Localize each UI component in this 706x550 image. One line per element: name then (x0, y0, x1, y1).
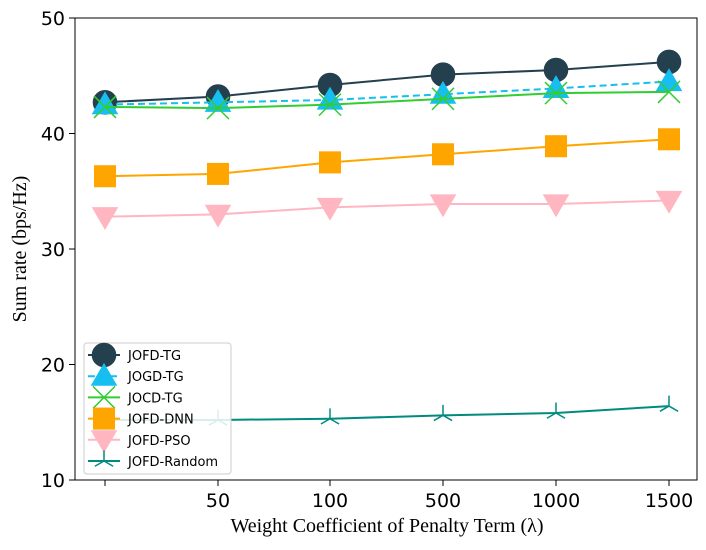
series-jofd-tg (92, 49, 682, 115)
data-point (433, 404, 453, 422)
series-jofd-dnn (93, 128, 681, 188)
legend-marker (92, 407, 116, 430)
x-axis: 50 100 500 1000 1500 (104, 480, 693, 512)
data-point (93, 165, 117, 188)
y-tick-label: 20 (41, 355, 65, 377)
y-axis: 10 20 30 40 50 (41, 8, 75, 492)
y-axis-title: Sum rate (bps/Hz) (9, 176, 31, 323)
legend-item: JOCD-TG (88, 385, 183, 409)
legend-label: JOFD-PSO (127, 434, 191, 449)
legend-marker (90, 362, 118, 386)
series-jocd-tg (93, 80, 681, 120)
data-point (655, 68, 683, 92)
legend-marker (90, 430, 118, 454)
legend-label: JOFD-Random (127, 455, 218, 470)
legend-item: JOFD-PSO (88, 430, 191, 454)
y-tick-label: 40 (41, 124, 65, 146)
legend-label: JOGD-TG (127, 370, 184, 385)
x-tick-label: 50 (206, 490, 230, 512)
data-point (204, 204, 232, 228)
data-point (429, 80, 457, 104)
legend-label: JOFD-DNN (127, 413, 194, 428)
legend: JOFD-TG JOGD-TG JOCD-TG JOFD-DNN JOFD-PSO JOF… (83, 342, 232, 475)
series-jofd-pso (91, 190, 683, 230)
data-point (91, 91, 119, 115)
legend-box (83, 342, 232, 475)
x-tick-label: 500 (425, 490, 461, 512)
legend-item: JOFD-DNN (88, 407, 194, 430)
x-tick-label: 1000 (532, 490, 580, 512)
legend-item: JOGD-TG (88, 362, 184, 386)
legend-marker (92, 385, 116, 409)
data-point (546, 402, 566, 419)
x-axis-title: Weight Coefficient of Penalty Term (λ) (230, 515, 543, 537)
data-point (542, 194, 570, 218)
data-point (657, 128, 681, 151)
x-tick-label: 100 (312, 490, 348, 512)
y-tick-label: 50 (41, 8, 65, 30)
series-line (104, 60, 670, 104)
data-point (204, 89, 232, 112)
series-line (104, 138, 670, 178)
data-point (206, 162, 230, 185)
data-point (206, 96, 230, 120)
x-tick-label: 1500 (645, 490, 693, 512)
legend-item: JOFD-Random (88, 450, 218, 470)
legend-marker (94, 450, 114, 467)
data-point (544, 81, 568, 105)
data-point (431, 143, 455, 166)
data-point (431, 87, 455, 111)
data-point (659, 395, 679, 412)
data-point (657, 80, 681, 104)
data-point (320, 408, 340, 425)
data-point (655, 190, 683, 214)
data-point (318, 151, 342, 174)
series-line (104, 199, 670, 218)
data-point (91, 207, 119, 230)
data-point (544, 135, 568, 158)
series-line (104, 90, 670, 110)
y-tick-label: 30 (41, 239, 65, 261)
data-point (93, 95, 117, 119)
series-layer (91, 49, 683, 426)
data-point (429, 194, 457, 218)
legend-label: JOCD-TG (127, 391, 183, 406)
series-line (104, 80, 670, 106)
data-point (318, 93, 342, 117)
y-tick-label: 10 (41, 470, 65, 492)
data-point (316, 197, 344, 221)
data-point (542, 75, 570, 99)
legend-label: JOFD-TG (127, 349, 181, 364)
